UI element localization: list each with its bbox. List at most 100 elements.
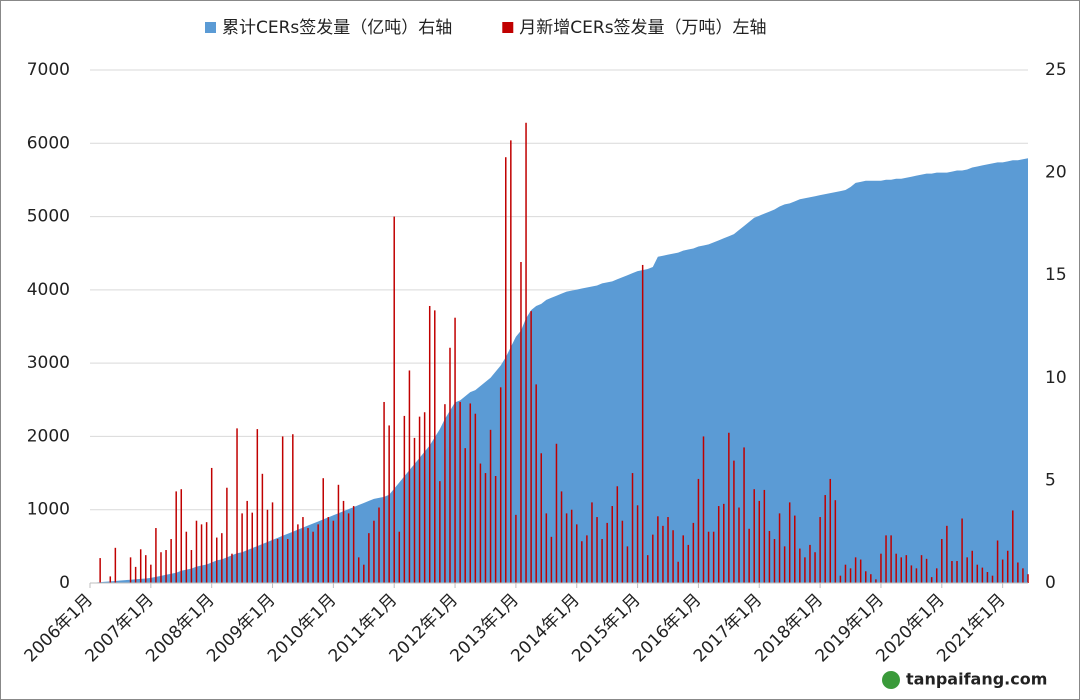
bar (880, 553, 882, 583)
bar (961, 518, 963, 583)
bar (753, 489, 755, 583)
bar (865, 571, 867, 583)
bar (925, 558, 928, 583)
bar (464, 448, 466, 583)
bar (819, 517, 821, 583)
bar (114, 547, 117, 583)
y2-tick-label: 20 (1045, 163, 1067, 183)
bar (667, 517, 669, 583)
bar (657, 516, 659, 583)
bar (226, 487, 228, 583)
bar (824, 495, 826, 583)
y-tick-label: 6000 (27, 133, 70, 153)
bar (347, 513, 350, 583)
bar (418, 416, 421, 583)
y-tick-label: 3000 (27, 353, 70, 373)
bar (575, 524, 578, 583)
bar (981, 567, 984, 583)
bar (251, 512, 253, 583)
bar (165, 550, 167, 583)
legend-label: 月新增CERs签发量（万吨）左轴 (519, 18, 766, 38)
bar (459, 401, 461, 583)
bar (915, 568, 918, 583)
bar (951, 561, 953, 583)
bar (763, 489, 766, 583)
bar (738, 507, 740, 583)
bar (1022, 568, 1024, 583)
bar (1006, 550, 1009, 583)
bar (606, 522, 608, 583)
bar (474, 413, 477, 583)
bar (814, 552, 816, 583)
bar (210, 467, 213, 583)
bar (545, 513, 548, 583)
bar (266, 509, 269, 583)
bar (707, 531, 710, 583)
bar (378, 507, 380, 583)
y-tick-label: 5000 (27, 207, 70, 227)
bar (890, 535, 892, 583)
bar (672, 530, 674, 583)
bar (702, 436, 705, 583)
legend-label: 累计CERs签发量（亿吨）右轴 (222, 18, 452, 38)
bar (494, 476, 497, 583)
bar (844, 564, 847, 583)
bar (794, 515, 796, 583)
y-tick-label: 7000 (27, 60, 70, 80)
bar (535, 384, 537, 583)
bar (357, 557, 360, 583)
bar (768, 530, 771, 583)
bar (631, 473, 634, 583)
bar (530, 311, 532, 583)
bar (870, 574, 872, 583)
bar (1027, 574, 1029, 583)
bar (986, 572, 989, 583)
bar (560, 491, 563, 583)
y-tick-label: 2000 (27, 426, 70, 446)
bar (956, 561, 958, 583)
bar (1017, 562, 1019, 583)
bar (905, 555, 908, 583)
bar (449, 347, 451, 583)
bar (976, 564, 979, 583)
bar (505, 157, 507, 583)
bar (839, 575, 842, 583)
bar (540, 453, 543, 583)
bar (352, 506, 355, 583)
bar (601, 539, 603, 583)
bar (150, 564, 152, 583)
bar (454, 317, 456, 583)
bar (809, 544, 811, 583)
bar (555, 443, 558, 583)
bar (941, 539, 943, 583)
bar (829, 478, 832, 583)
y2-tick-label: 15 (1045, 265, 1067, 285)
bar (383, 401, 385, 583)
bar (996, 540, 999, 583)
legend-swatch (205, 22, 216, 33)
bar (307, 528, 309, 583)
bar (434, 310, 436, 583)
bar (246, 500, 248, 583)
bar (616, 486, 619, 583)
bar (692, 522, 695, 583)
bar (221, 533, 223, 583)
bar (758, 500, 761, 583)
bar (581, 541, 583, 583)
bar (510, 140, 512, 583)
bar (728, 432, 730, 583)
bar (185, 531, 188, 583)
bar (281, 436, 284, 583)
bar (697, 478, 700, 583)
bar (393, 216, 395, 584)
bar (636, 505, 639, 583)
bar (788, 502, 791, 583)
bar (854, 557, 857, 583)
bar (428, 305, 431, 583)
bar (591, 502, 593, 583)
bar (327, 517, 330, 583)
bar (439, 481, 441, 583)
bar (241, 513, 243, 583)
bar (946, 525, 948, 583)
bar (363, 564, 365, 583)
